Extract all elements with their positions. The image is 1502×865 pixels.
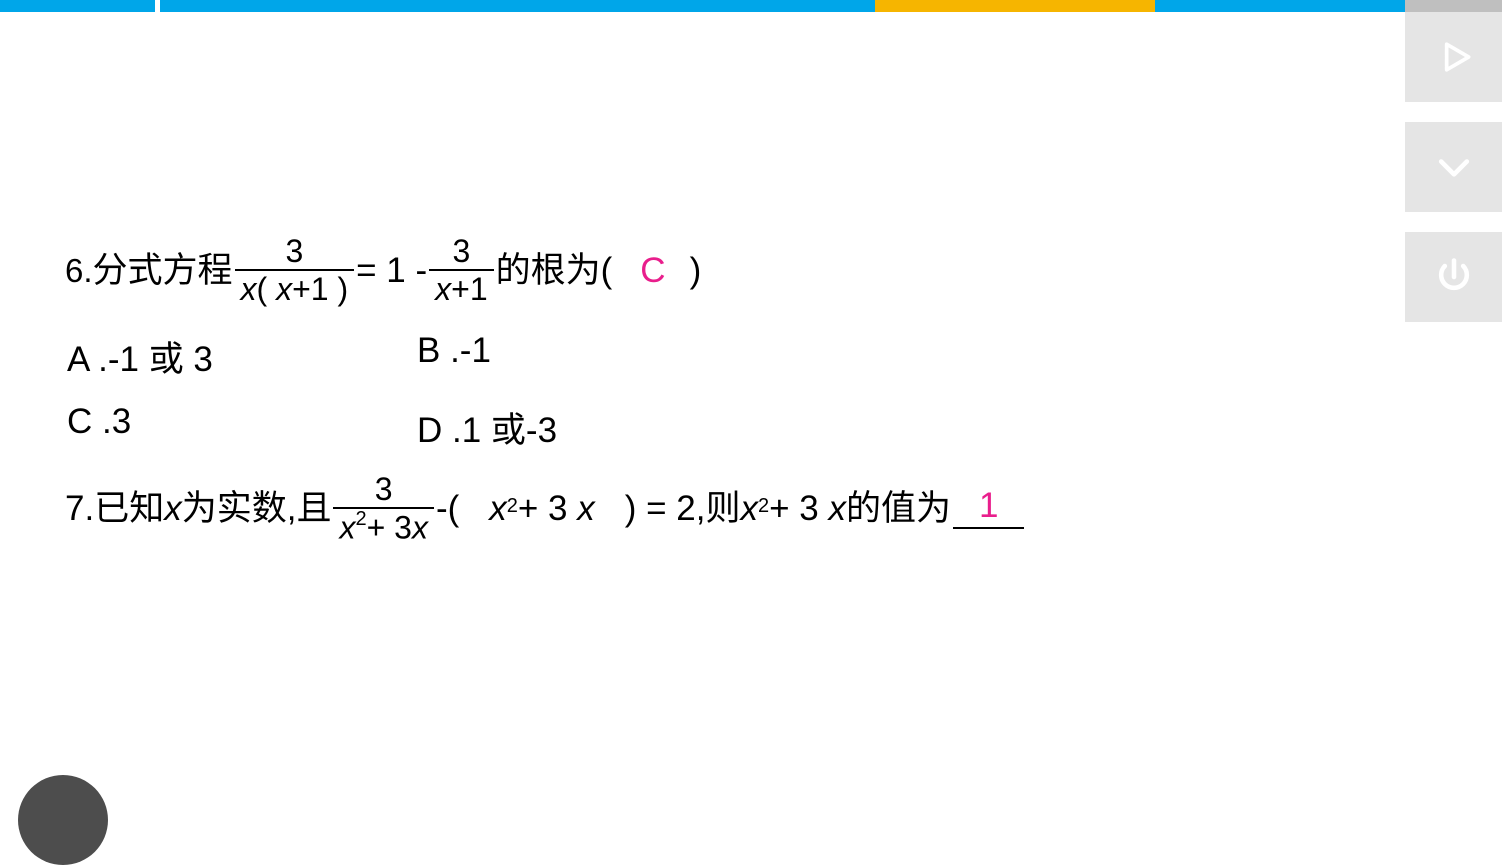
q7-after-frac: -( [436, 491, 459, 526]
power-button[interactable] [1405, 232, 1502, 322]
q6-fraction-1: 3 x( x+1 ) [235, 235, 355, 305]
q7-mid1: 为实数,且 [182, 491, 332, 526]
q6-number: 6. [65, 254, 93, 287]
top-bar [0, 0, 1502, 12]
q7-frac-den: x2+ 3x [333, 507, 434, 544]
q7-x1: x [164, 491, 182, 526]
q7-fraction: 3 x2+ 3x [333, 473, 434, 544]
q7-prefix: 已知 [94, 491, 164, 526]
question-content: 6. 分式方程 3 x( x+1 ) = 1 - 3 x+1 的根为( C ) … [65, 235, 1365, 544]
bar-segment-5 [1405, 0, 1502, 12]
option-row-2: C .3 D .1 或-3 [67, 402, 1365, 453]
frac2-denominator: x+1 [429, 269, 493, 305]
frac1-numerator: 3 [279, 235, 309, 269]
q7-tail: 的值为 [846, 491, 951, 526]
q6-fraction-2: 3 x+1 [429, 235, 493, 305]
question-6: 6. 分式方程 3 x( x+1 ) = 1 - 3 x+1 的根为( C ) [65, 235, 1365, 305]
q7-expr2-sup: 2 [758, 496, 769, 516]
bottom-left-circle[interactable] [18, 775, 108, 865]
q7-frac-num: 3 [369, 473, 399, 507]
q7-number: 7. [65, 491, 94, 526]
option-d: D .1 或-3 [417, 402, 557, 453]
q6-close-paren: ) [690, 253, 702, 288]
play-button[interactable] [1405, 12, 1502, 102]
q6-answer: C [640, 253, 665, 288]
option-c: C .3 [67, 402, 417, 453]
bar-segment-1 [0, 0, 155, 12]
right-sidebar [1405, 12, 1502, 352]
frac1-denominator: x( x+1 ) [235, 269, 355, 305]
q7-expr-x: x [489, 491, 507, 526]
frac2-numerator: 3 [446, 235, 476, 269]
q7-expr2-x: x [741, 491, 759, 526]
q7-expr-x2: x [577, 491, 595, 526]
option-row-1: A .-1 或 3 B .-1 [67, 331, 1365, 382]
q7-close: ) = 2,则 [625, 491, 741, 526]
chevron-down-icon [1432, 145, 1476, 189]
option-a: A .-1 或 3 [67, 331, 417, 382]
q7-expr2-rest: + 3 [769, 491, 819, 526]
q6-suffix: 的根为( [496, 253, 613, 288]
q7-expr-sup: 2 [507, 496, 518, 516]
q7-answer: 1 [953, 488, 1024, 529]
question-7: 7. 已知 x 为实数,且 3 x2+ 3x -( x 2 + 3 x ) = … [65, 473, 1365, 544]
q6-equals: = 1 - [356, 253, 427, 288]
bar-segment-2 [160, 0, 875, 12]
option-b: B .-1 [417, 331, 491, 382]
power-icon [1432, 255, 1476, 299]
bar-segment-3 [875, 0, 1155, 12]
bar-segment-4 [1155, 0, 1405, 12]
play-icon [1432, 35, 1476, 79]
q6-prefix: 分式方程 [93, 253, 233, 288]
q6-options: A .-1 或 3 B .-1 C .3 D .1 或-3 [67, 331, 1365, 453]
q7-expr2-x2: x [829, 491, 847, 526]
q7-expr-rest: + 3 [518, 491, 568, 526]
down-button[interactable] [1405, 122, 1502, 212]
